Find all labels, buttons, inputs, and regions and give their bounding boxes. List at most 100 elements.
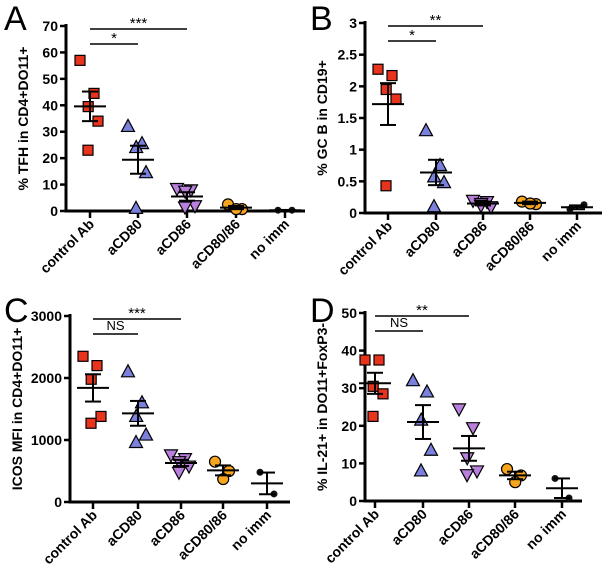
y-tick-label: 2 (349, 78, 357, 94)
panel-A: A 0 10 20 30 40 50 60 70 % TFH in CD4+DO11+ contro… (4, 0, 305, 276)
x-tick-label: aCD80 (103, 216, 145, 258)
data-point (91, 360, 103, 372)
data-point (419, 383, 435, 398)
data-point (459, 469, 475, 483)
x-tick-label: no imm (228, 507, 275, 554)
data-point (380, 83, 392, 96)
data-point (390, 93, 402, 105)
y-tick-label: 50 (341, 305, 357, 321)
data-point (413, 462, 429, 477)
y-tick-label: 60 (42, 44, 58, 60)
y-tick-label: 2000 (31, 370, 62, 386)
y-tick-label: 20 (42, 150, 58, 166)
data-point (163, 449, 179, 464)
y-tick-label: 0 (54, 494, 62, 510)
data-point (120, 363, 136, 378)
data-point (413, 411, 429, 426)
data-point (77, 350, 89, 362)
data-point (380, 180, 392, 192)
data-point (359, 354, 371, 366)
data-point (426, 198, 442, 213)
significance-label: NS (390, 315, 408, 330)
panel-B: B00.511.522.53% GC B in CD19+control Ab a… (310, 0, 602, 278)
data-point (372, 63, 384, 75)
significance-label: ** (416, 302, 428, 319)
x-tick-label: no imm (523, 506, 570, 553)
y-tick-label: 1000 (31, 432, 62, 448)
y-axis-label: % GC B in CD19+ (314, 60, 330, 176)
x-tick-label: no imm (538, 218, 585, 265)
x-tick-label: aCD80/86 (187, 216, 243, 272)
y-tick-label: 10 (341, 455, 357, 471)
x-tick-label: control Ab (335, 218, 395, 278)
x-tick-label: aCD86 (152, 216, 194, 258)
panel-letter: B (310, 0, 333, 38)
data-point (171, 466, 187, 481)
panel-letter: C (4, 292, 29, 330)
significance-label: ** (430, 12, 442, 29)
x-tick-label: aCD80 (388, 506, 430, 548)
x-tick-label: control Ab (322, 506, 382, 566)
y-tick-label: 0 (50, 203, 58, 219)
y-tick-label: 50 (42, 71, 58, 87)
data-point (120, 118, 136, 133)
y-tick-label: 0 (349, 493, 357, 509)
y-tick-label: 1 (349, 142, 357, 158)
y-tick-label: 2.5 (338, 47, 358, 63)
data-point (74, 54, 86, 66)
panel-letter: A (4, 0, 27, 38)
significance-label: * (111, 30, 117, 47)
data-point (469, 465, 485, 480)
data-point (426, 168, 442, 183)
y-axis-label: % IL-21+ in DO11+FoxP3- (314, 323, 330, 491)
x-tick-label: no imm (246, 216, 293, 263)
data-point (451, 403, 467, 418)
data-point (85, 373, 97, 385)
y-tick-label: 1.5 (338, 110, 358, 126)
data-point (373, 354, 385, 366)
significance-label: *** (130, 15, 148, 32)
x-tick-label: control Ab (40, 507, 100, 567)
data-point (128, 434, 144, 449)
data-point (128, 200, 144, 214)
y-tick-label: 40 (42, 97, 58, 113)
x-tick-label: aCD86 (434, 506, 476, 548)
x-tick-label: control Ab (37, 216, 97, 276)
y-tick-label: 3000 (31, 308, 62, 324)
data-point (423, 441, 439, 456)
y-axis-label: ICOS MFI in CD4+DO11+ (9, 328, 25, 491)
x-tick-label: aCD86 (448, 218, 490, 260)
data-point (177, 201, 193, 216)
data-point (128, 408, 144, 423)
y-tick-label: 10 (42, 177, 58, 193)
data-point (418, 122, 434, 137)
y-tick-label: 70 (42, 18, 58, 34)
data-point (138, 164, 154, 179)
y-axis-label: % TFH in CD4+DO11+ (15, 47, 31, 191)
data-point (386, 69, 398, 82)
y-tick-label: 30 (341, 380, 357, 396)
x-tick-label: aCD80 (103, 507, 145, 549)
data-point (82, 144, 94, 156)
y-tick-label: 40 (341, 343, 357, 359)
y-tick-label: 0 (349, 205, 357, 221)
data-point (95, 410, 107, 423)
data-point (367, 380, 379, 392)
panel-letter: D (310, 292, 335, 330)
x-tick-label: aCD80 (401, 218, 443, 260)
significance-label: NS (106, 318, 124, 333)
data-point (405, 372, 421, 387)
data-point (367, 410, 379, 422)
x-tick-label: aCD80/86 (481, 218, 537, 274)
data-point (138, 426, 154, 441)
y-tick-label: 20 (341, 418, 357, 434)
significance-label: * (409, 27, 415, 44)
significance-label: *** (128, 305, 146, 322)
y-tick-label: 30 (42, 124, 58, 140)
x-tick-label: aCD80/86 (466, 506, 522, 562)
y-tick-label: 3 (349, 15, 357, 31)
panel-D: D 0 10 20 30 40 50 % IL-21+ in DO11+FoxP3- contr… (310, 292, 582, 566)
panel-C: C 0 1000 2000 3000 ICOS MFI in CD4+DO11+ contr… (4, 292, 290, 567)
